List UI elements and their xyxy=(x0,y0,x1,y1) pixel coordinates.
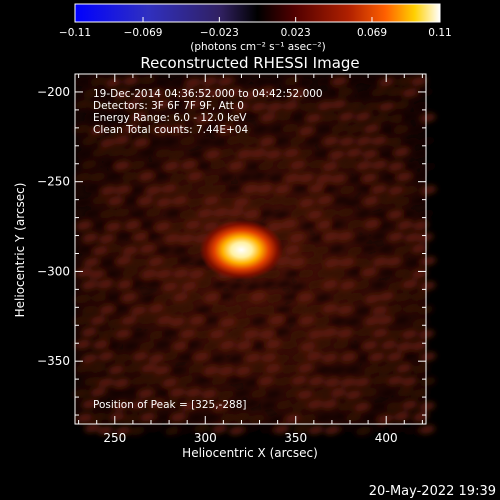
colorbar-tick-label: −0.11 xyxy=(59,27,91,39)
y-tick-label: −250 xyxy=(37,175,70,189)
plot-frame xyxy=(74,73,427,425)
y-axis: −200 −250 −300 −350 xyxy=(37,73,426,416)
annotations: 19-Dec-2014 04:36:52.000 to 04:42:52.000… xyxy=(93,88,323,136)
colorbar-units: (photons cm⁻² s⁻¹ asec⁻²) xyxy=(190,41,325,53)
x-tick-label: 300 xyxy=(194,431,217,445)
colorbar-tick-label: 0.11 xyxy=(428,27,451,39)
y-tick-label: −350 xyxy=(37,354,70,368)
annotation-line: Detectors: 3F 6F 7F 9F, Att 0 xyxy=(93,100,244,112)
x-tick-label: 350 xyxy=(284,431,307,445)
y-tick-label: −200 xyxy=(37,85,70,99)
x-axis: 250 300 350 400 xyxy=(78,74,423,445)
colorbar-ticks: −0.11 −0.069 −0.023 0.023 0.069 0.11 xyxy=(59,17,452,39)
x-tick-label: 250 xyxy=(103,431,126,445)
peak-source xyxy=(199,219,284,280)
annotation-line: Energy Range: 6.0 - 12.0 keV xyxy=(93,112,247,124)
heatmap-image xyxy=(73,74,437,436)
colorbar xyxy=(74,3,441,23)
x-tick-label: 400 xyxy=(375,431,398,445)
colorbar-tick-label: 0.069 xyxy=(357,27,387,39)
annotation-line: 19-Dec-2014 04:36:52.000 to 04:42:52.000 xyxy=(93,88,323,100)
x-axis-label: Heliocentric X (arcsec) xyxy=(182,446,318,460)
y-tick-label: −300 xyxy=(37,264,70,278)
colorbar-tick-label: −0.069 xyxy=(124,27,163,39)
colorbar-tick-label: 0.023 xyxy=(281,27,311,39)
chart-title: Reconstructed RHESSI Image xyxy=(140,54,359,72)
y-axis-label: Heliocentric Y (arcsec) xyxy=(13,183,27,318)
colorbar-tick-label: −0.023 xyxy=(200,27,239,39)
annotation-line: Clean Total counts: 7.44E+04 xyxy=(93,124,248,136)
footer-timestamp: 20-May-2022 19:39 xyxy=(369,484,496,499)
peak-position-label: Position of Peak = [325,-288] xyxy=(93,399,247,411)
